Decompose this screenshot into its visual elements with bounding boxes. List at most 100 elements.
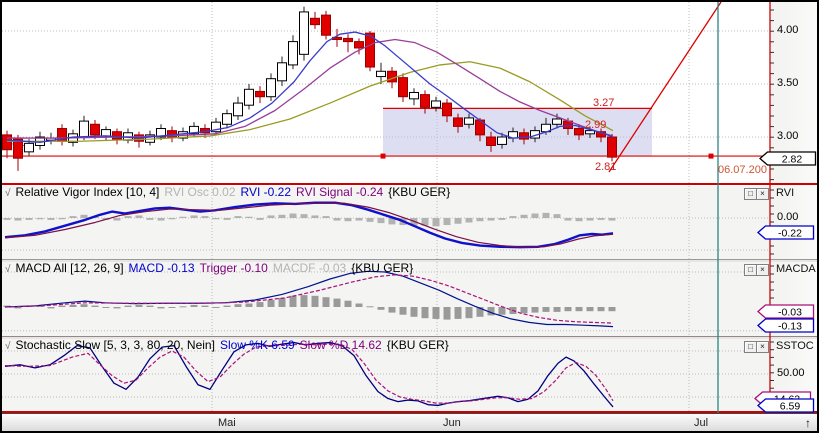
indicator-check-icon: √: [5, 188, 11, 199]
histogram-bar: [608, 307, 616, 312]
histogram-bar: [14, 307, 22, 309]
histogram-bar: [366, 218, 374, 222]
svg-text:2.82: 2.82: [782, 153, 803, 165]
histogram-bar: [113, 218, 121, 221]
histogram-bar: [201, 216, 209, 218]
histogram-bar: [311, 295, 319, 307]
histogram-bar: [344, 218, 352, 222]
histogram-bar: [289, 295, 297, 307]
histogram-bar: [146, 218, 154, 220]
histogram-bar: [168, 307, 176, 308]
candle-body: [497, 136, 507, 145]
header-segment: Slow %K 6.59: [219, 338, 295, 352]
histogram-bar: [157, 218, 165, 221]
header-segment: {KBU GER}: [351, 261, 414, 275]
svg-text:6.59: 6.59: [780, 400, 801, 412]
header-segment: {KBU GER}: [386, 338, 449, 352]
panel-separator: [0, 259, 819, 262]
candle-body: [189, 125, 199, 135]
candle-body: [266, 78, 276, 98]
candle-body: [354, 41, 364, 49]
histogram-bar: [542, 307, 550, 312]
histogram-bar: [509, 216, 517, 218]
scroll-up-arrow[interactable]: ↑: [805, 416, 811, 430]
candle-body: [156, 128, 166, 138]
candle-body: [552, 118, 562, 125]
rvi-close-button[interactable]: ×: [756, 188, 769, 200]
histogram-bar: [278, 214, 286, 218]
histogram-bar: [421, 307, 429, 319]
candle-body: [409, 91, 419, 100]
histogram-bar: [245, 216, 253, 218]
candle-body: [453, 117, 463, 127]
header-segment: Trigger -0.10: [199, 261, 268, 275]
histogram-bar: [102, 307, 110, 308]
histogram-bar: [58, 305, 66, 307]
histogram-bar: [135, 215, 143, 218]
rvi-panel-header: √ Relative Vigor Index [10, 4] RVI Osc 0.0…: [5, 185, 455, 200]
histogram-bar: [300, 214, 308, 218]
slow-d-line: [4, 343, 614, 404]
histogram-bar: [124, 216, 132, 218]
low-price-label: 2.81: [595, 161, 617, 173]
price-axis-label: 4.00: [777, 24, 799, 36]
histogram-bar: [333, 218, 341, 221]
time-axis: Mai Jun Jul ↑: [2, 413, 817, 432]
histogram-bar: [234, 304, 242, 307]
histogram-bar: [410, 307, 418, 317]
histogram-bar: [69, 304, 77, 307]
histogram-bar: [388, 218, 396, 225]
histogram-bar: [168, 218, 176, 220]
panel-separator: [0, 336, 819, 339]
histogram-bar: [36, 305, 44, 307]
histogram-bar: [421, 218, 429, 226]
histogram-bar: [256, 218, 264, 220]
header-segment: {KBU GER}: [388, 185, 451, 199]
histogram-bar: [355, 218, 363, 221]
line-handle: [708, 153, 714, 159]
candle-body: [233, 102, 243, 117]
month-label-mai: Mai: [218, 417, 236, 429]
candle-body: [299, 11, 309, 55]
histogram-bar: [278, 297, 286, 307]
histogram-bar: [597, 307, 605, 312]
header-segment: MACD All [12, 26, 9]: [15, 261, 124, 275]
candle-body: [79, 120, 89, 138]
candle-body: [2, 134, 12, 151]
header-segment: Slow %D 14.62: [299, 338, 382, 352]
candle-body: [244, 88, 254, 106]
price-axis-label: 3.50: [777, 77, 799, 89]
histogram-bar: [454, 218, 462, 224]
month-label-jul: Jul: [694, 417, 709, 429]
histogram-bar: [267, 300, 275, 307]
histogram-bar: [542, 212, 550, 218]
histogram-bar: [311, 215, 319, 218]
histogram-bar: [399, 307, 407, 315]
price-axis-column[interactable]: [771, 2, 817, 413]
box-mid-label: 2.99: [585, 119, 607, 131]
histogram-bar: [498, 218, 506, 220]
histogram-bar: [234, 216, 242, 218]
header-segment: MACDF -0.03: [272, 261, 347, 275]
macd-close-button[interactable]: ×: [756, 264, 769, 276]
stoch-close-button[interactable]: ×: [756, 341, 769, 353]
candle-body: [376, 70, 386, 78]
candle-body: [90, 123, 100, 136]
candle-body: [420, 94, 430, 108]
histogram-bar: [201, 305, 209, 307]
histogram-bar: [586, 307, 594, 312]
histogram-bar: [487, 218, 495, 221]
histogram-bar: [113, 307, 121, 309]
histogram-bar: [498, 307, 506, 315]
histogram-bar: [25, 218, 33, 220]
macd-restore-button[interactable]: □: [744, 264, 757, 276]
candle-body: [112, 131, 122, 140]
histogram-bar: [388, 307, 396, 313]
candle-body: [398, 77, 408, 98]
histogram-bar: [597, 218, 605, 220]
candle-body: [607, 136, 617, 158]
candle-body: [211, 121, 221, 133]
box-high-label: 3.27: [593, 97, 615, 109]
histogram-bar: [520, 214, 528, 218]
